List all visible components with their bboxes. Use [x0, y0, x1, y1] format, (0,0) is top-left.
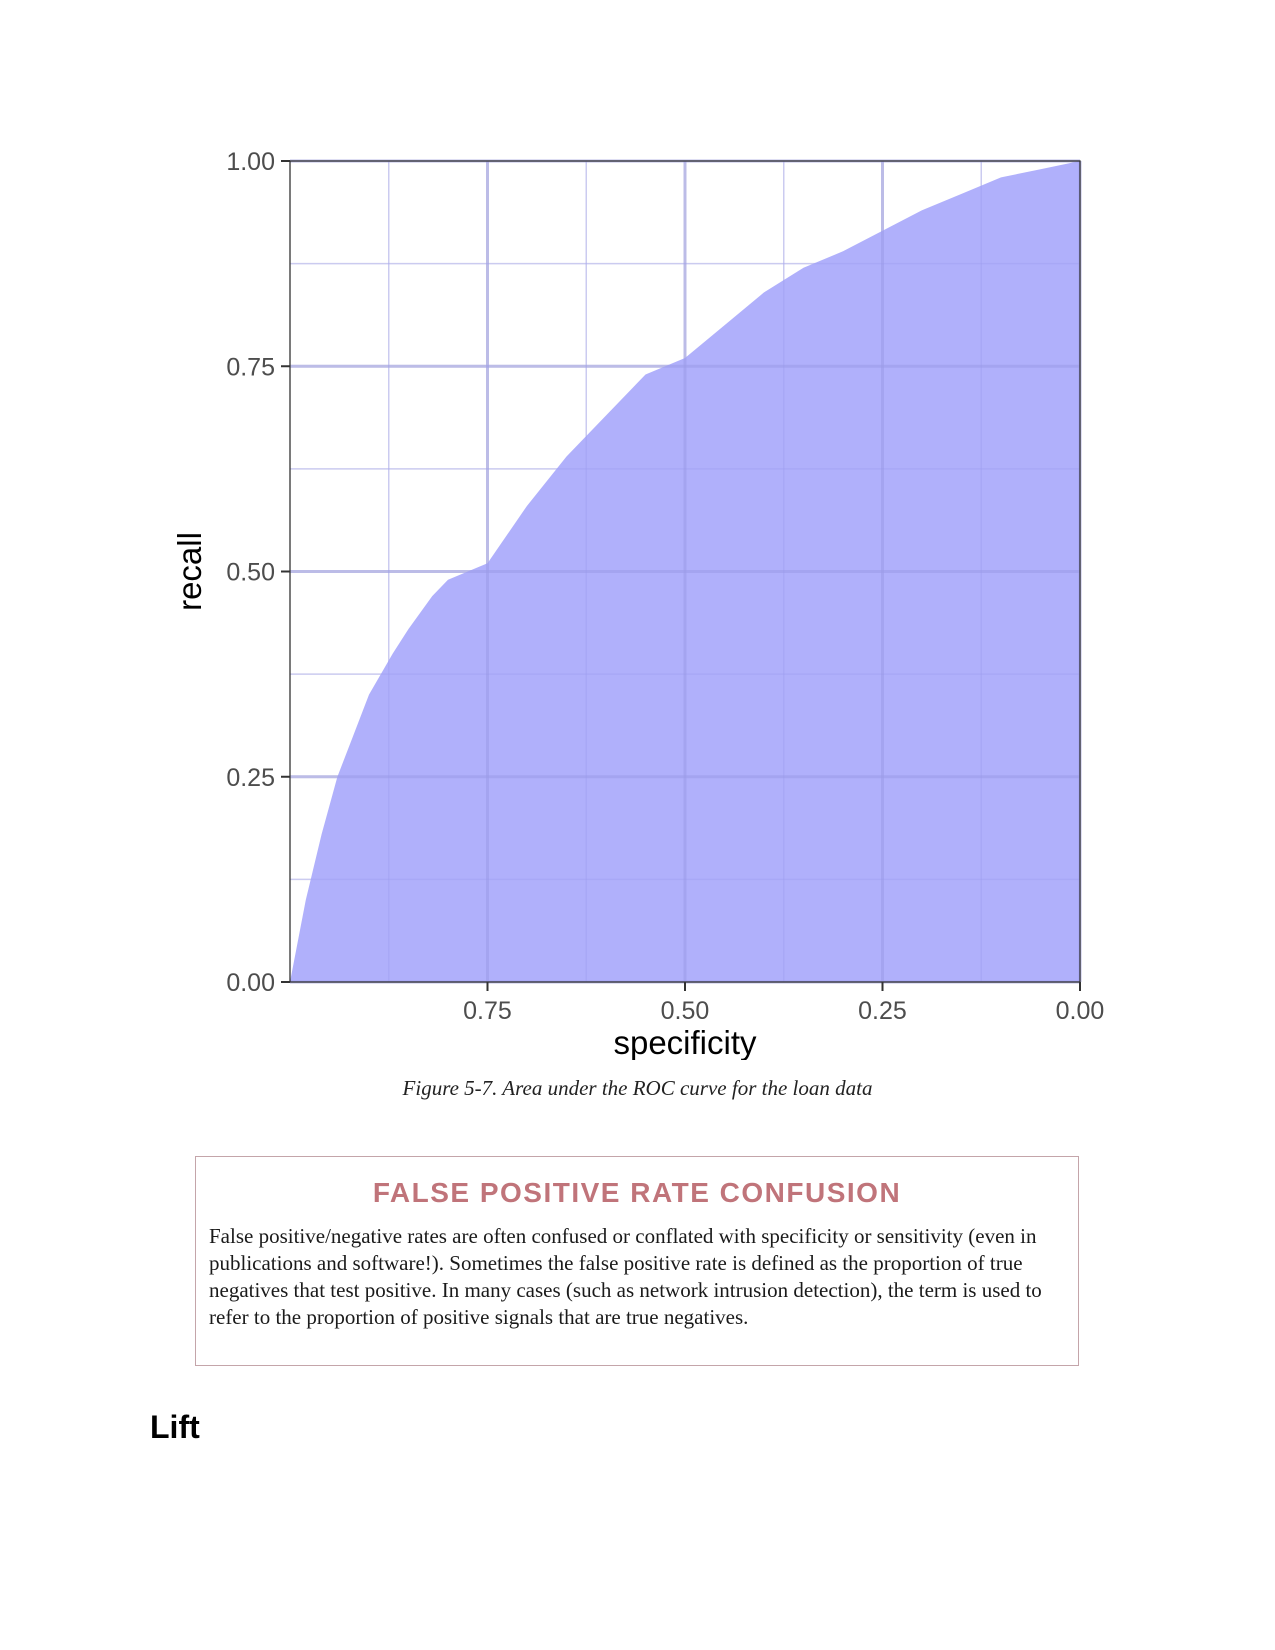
- y-axis-title: recall: [171, 532, 208, 611]
- y-tick-label: 1.00: [226, 148, 275, 176]
- section-heading: Lift: [150, 1409, 200, 1445]
- y-tick-label: 0.25: [226, 764, 275, 792]
- y-tick-label: 0.50: [226, 559, 275, 587]
- sidebar-body: False positive/negative rates are often …: [209, 1224, 1042, 1329]
- y-tick-label: 0.75: [226, 353, 275, 381]
- y-axis-ticks: 0.00 0.25 0.50 0.75 1.00: [226, 148, 290, 997]
- x-tick-label: 0.75: [463, 997, 512, 1025]
- sidebar-title: FALSE POSITIVE RATE CONFUSION: [372, 1177, 902, 1208]
- roc-area-chart: 0.00 0.25 0.50 0.75 1.00 0.75 0.50 0.25 0.00 sp…: [171, 148, 1104, 1060]
- figure-caption: Figure 5-7. Area under the ROC curve for…: [402, 1076, 873, 1100]
- x-axis-title: specificity: [613, 1024, 757, 1060]
- y-tick-label: 0.00: [226, 969, 275, 997]
- x-tick-label: 0.25: [858, 997, 907, 1025]
- x-axis-ticks: 0.75 0.50 0.25 0.00: [463, 982, 1104, 1025]
- sidebar-note: FALSE POSITIVE RATE CONFUSION False posi…: [195, 1156, 1079, 1366]
- x-tick-label: 0.50: [661, 997, 710, 1025]
- x-tick-label: 0.00: [1056, 997, 1105, 1025]
